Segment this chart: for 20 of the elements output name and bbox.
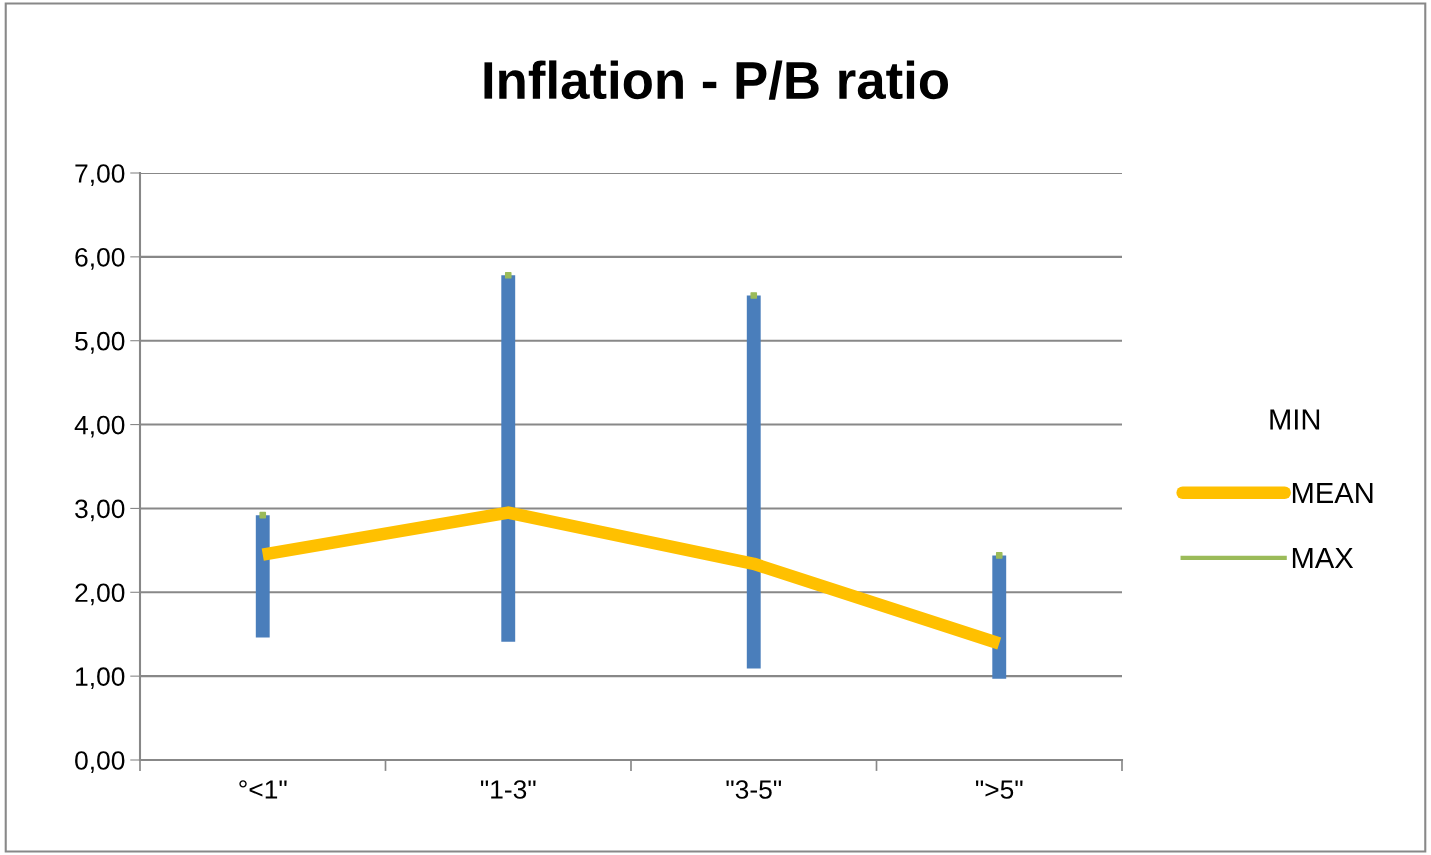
point	[259, 511, 267, 519]
y-tick-label: 1,00	[76, 667, 125, 690]
point	[995, 552, 1003, 559]
legend-label: MAX	[1292, 548, 1354, 569]
point	[504, 272, 512, 279]
y-tick-label: 3,00	[75, 499, 125, 522]
x-tick-label: "3-5"	[726, 780, 782, 799]
x-tick-label: "1-3"	[480, 780, 536, 799]
text: MIN	[1270, 409, 1320, 430]
legend-label: MEAN	[1292, 482, 1373, 503]
x-tick-label: ">5"	[975, 780, 1023, 799]
y-tick-label: 4,00	[74, 415, 125, 438]
chart-title: Inflation - P/B ratio	[484, 60, 949, 100]
y-tick-label: 7,00	[75, 164, 125, 186]
y-tick-label: 0,00	[75, 751, 125, 773]
y-tick-label: 5,00	[75, 331, 125, 354]
y-tick-label: 2,00	[75, 583, 125, 606]
y-tick-label: 6,00	[75, 247, 125, 270]
x-tick-label: °<1"	[239, 780, 287, 799]
point	[750, 292, 758, 299]
